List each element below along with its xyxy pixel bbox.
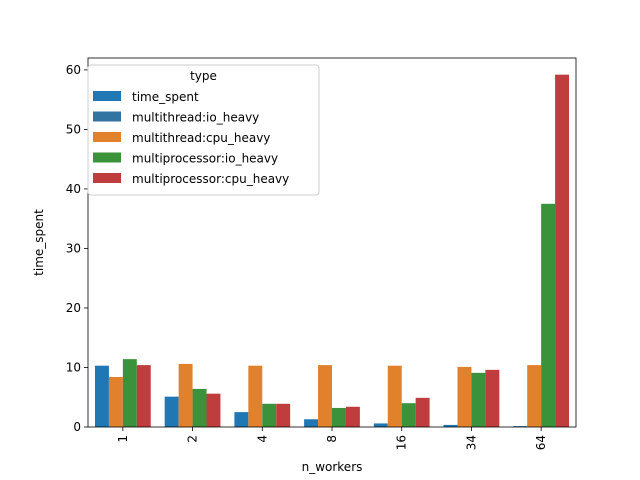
x-tick-label: 16 [395, 435, 409, 450]
y-tick-label: 0 [73, 420, 81, 434]
x-tick-label: 64 [534, 435, 548, 450]
legend-label: time_spent [132, 90, 199, 104]
x-tick-label: 34 [464, 435, 478, 450]
legend-label: multithread:io_heavy [132, 111, 259, 125]
bar [401, 403, 416, 427]
legend-label: multithread:cpu_heavy [132, 131, 270, 145]
y-axis-label: time_spent [32, 209, 46, 276]
legend-label: multiprocessor:cpu_heavy [132, 172, 289, 186]
y-tick-label: 60 [66, 63, 81, 77]
legend-swatch [93, 132, 121, 142]
bar [332, 407, 346, 427]
bar [415, 397, 430, 427]
bar [387, 365, 402, 427]
bar [513, 426, 528, 427]
bar [234, 412, 249, 427]
bar [471, 372, 486, 427]
bar [457, 366, 472, 427]
bar [262, 403, 277, 427]
bar [555, 74, 570, 427]
x-axis: 1 2 4 8 16 34 64 [116, 427, 548, 450]
bar [443, 424, 458, 427]
bar [318, 365, 332, 427]
bar [527, 365, 542, 427]
bar [485, 369, 500, 427]
y-tick-label: 50 [66, 122, 81, 136]
bars-layer [94, 74, 570, 427]
bar [276, 403, 291, 427]
x-axis-label: n_workers [302, 460, 363, 474]
y-tick-label: 30 [66, 241, 81, 255]
bar [94, 365, 109, 427]
bar [304, 419, 319, 427]
x-tick-label: 4 [255, 435, 269, 443]
x-tick-label: 8 [325, 435, 339, 443]
legend: type time_spent multithread:io_heavymultit… [87, 64, 320, 196]
bar [192, 388, 207, 427]
legend-swatch [93, 91, 121, 101]
bar [541, 203, 556, 427]
legend-label: multiprocessor:io_heavy [132, 152, 278, 166]
bar [248, 365, 263, 427]
bar [164, 396, 179, 427]
legend-swatch [93, 111, 121, 122]
bar [178, 363, 193, 427]
y-tick-label: 40 [66, 182, 81, 196]
legend-title: type [190, 69, 217, 83]
x-tick-label: 2 [186, 435, 200, 443]
legend-box [87, 64, 320, 196]
y-tick-label: 10 [66, 360, 81, 374]
y-tick-label: 20 [66, 301, 81, 315]
y-axis: 0 10 20 30 40 50 60 [66, 63, 88, 434]
bar [122, 359, 137, 427]
legend-swatch [93, 152, 121, 163]
bar [345, 406, 360, 427]
bar [136, 365, 151, 427]
x-tick-label: 1 [116, 435, 130, 443]
bar [206, 393, 221, 427]
legend-swatch [93, 173, 121, 183]
bar [108, 377, 123, 427]
bar [373, 423, 388, 427]
